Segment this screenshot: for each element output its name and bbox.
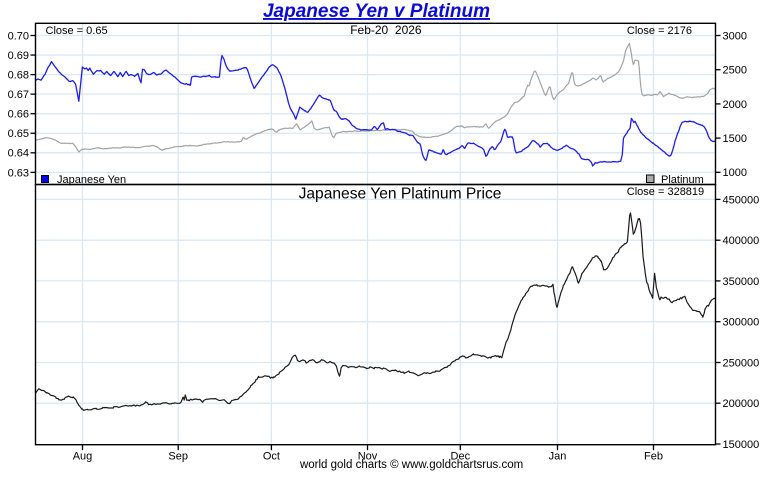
svg-text:400000: 400000: [723, 235, 760, 247]
svg-text:0.68: 0.68: [8, 70, 29, 82]
svg-text:0.67: 0.67: [8, 89, 29, 101]
svg-text:2500: 2500: [723, 65, 747, 77]
svg-text:Japanese Yen: Japanese Yen: [57, 174, 126, 186]
svg-text:Japanese Yen v Platinum: Japanese Yen v Platinum: [263, 1, 490, 22]
svg-text:1500: 1500: [723, 133, 747, 145]
svg-text:Feb-20 2026: Feb-20 2026: [350, 23, 422, 37]
svg-text:200000: 200000: [723, 398, 760, 410]
svg-text:2000: 2000: [723, 99, 747, 111]
svg-text:Nov: Nov: [358, 451, 378, 463]
svg-text:0.63: 0.63: [8, 167, 29, 179]
svg-text:Jan: Jan: [549, 451, 567, 463]
svg-text:Sep: Sep: [168, 451, 188, 463]
svg-text:450000: 450000: [723, 194, 760, 206]
svg-text:250000: 250000: [723, 357, 760, 369]
svg-text:Feb: Feb: [644, 451, 663, 463]
svg-text:Dec: Dec: [451, 451, 471, 463]
svg-text:0.64: 0.64: [8, 148, 29, 160]
svg-text:150000: 150000: [723, 439, 760, 451]
svg-text:350000: 350000: [723, 276, 760, 288]
svg-text:Close = 328819: Close = 328819: [627, 186, 704, 198]
svg-text:Platinum: Platinum: [661, 174, 704, 186]
svg-text:Aug: Aug: [73, 451, 93, 463]
svg-text:3000: 3000: [723, 30, 747, 42]
svg-text:0.66: 0.66: [8, 109, 29, 121]
svg-text:0.69: 0.69: [8, 50, 29, 62]
svg-text:Oct: Oct: [263, 451, 280, 463]
svg-text:Close = 2176: Close = 2176: [627, 25, 692, 37]
svg-text:Japanese Yen Platinum Price: Japanese Yen Platinum Price: [299, 185, 502, 202]
svg-text:0.70: 0.70: [8, 30, 29, 42]
svg-text:1000: 1000: [723, 167, 747, 179]
svg-text:0.65: 0.65: [8, 128, 29, 140]
svg-text:Close = 0.65: Close = 0.65: [46, 25, 108, 37]
svg-text:300000: 300000: [723, 317, 760, 329]
svg-text:world gold charts © www.goldch: world gold charts © www.goldchartsrus.co…: [299, 459, 523, 471]
